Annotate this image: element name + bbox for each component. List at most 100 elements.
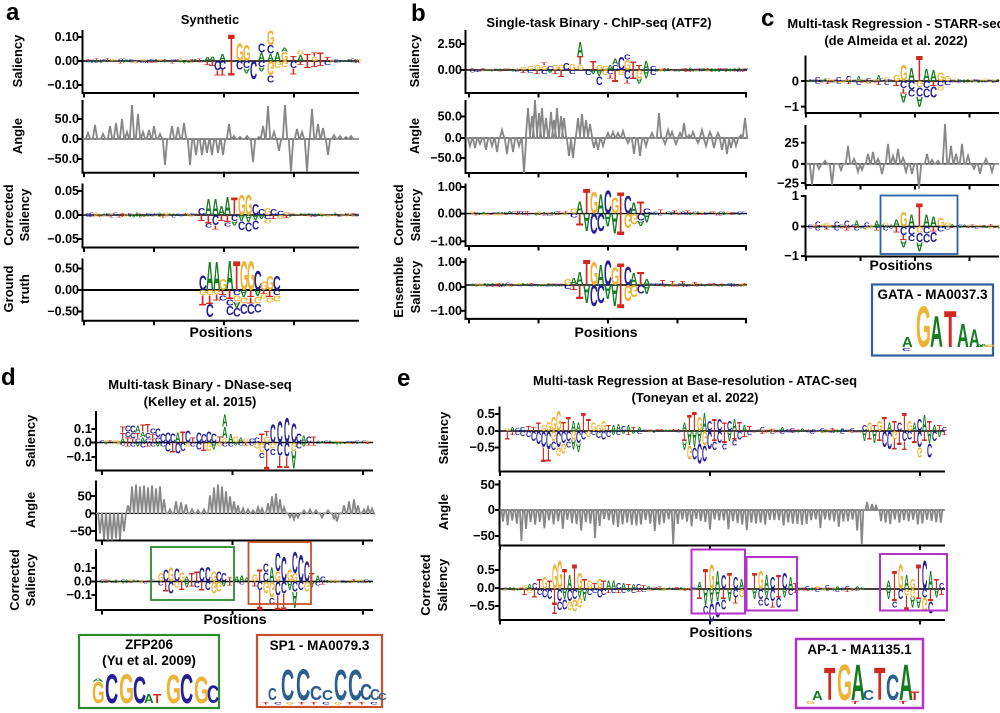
svg-text:T: T <box>233 252 240 300</box>
svg-text:A: A <box>724 284 730 285</box>
svg-text:A: A <box>571 420 576 435</box>
svg-text:C: C <box>536 426 541 447</box>
svg-text:Saliency: Saliency <box>23 414 38 468</box>
svg-text:C: C <box>601 587 606 597</box>
svg-text:T: T <box>677 213 682 216</box>
svg-text:C: C <box>250 54 257 83</box>
svg-text:A: A <box>328 440 333 443</box>
svg-text:T: T <box>616 587 622 593</box>
svg-text:C: C <box>704 213 710 215</box>
svg-text:G: G <box>264 207 272 218</box>
svg-text:A: A <box>175 430 181 446</box>
svg-text:A: A <box>832 589 837 591</box>
svg-text:T: T <box>703 563 708 596</box>
svg-text:Saliency: Saliency <box>408 188 423 242</box>
svg-text:C: C <box>852 80 858 82</box>
svg-text:T: T <box>199 292 206 308</box>
svg-text:−0.10: −0.10 <box>47 78 79 92</box>
svg-text:T: T <box>183 213 188 216</box>
svg-text:C: C <box>830 430 835 433</box>
svg-text:C: C <box>150 59 155 63</box>
svg-text:C: C <box>569 68 576 75</box>
svg-text:C: C <box>120 441 126 446</box>
svg-text:T: T <box>179 578 185 590</box>
svg-text:C: C <box>855 588 860 591</box>
svg-text:G: G <box>954 78 959 82</box>
svg-text:0.50: 0.50 <box>55 262 79 276</box>
svg-text:T: T <box>733 595 739 605</box>
svg-text:T: T <box>864 80 869 82</box>
svg-text:G: G <box>496 212 501 216</box>
svg-text:C: C <box>543 285 549 287</box>
svg-text:T: T <box>695 284 700 287</box>
svg-text:C: C <box>908 233 915 242</box>
svg-text:G: G <box>287 566 293 585</box>
svg-text:A: A <box>244 577 250 583</box>
svg-text:A: A <box>292 587 298 614</box>
svg-text:G: G <box>518 283 523 287</box>
svg-text:C: C <box>364 580 369 583</box>
svg-text:T: T <box>617 186 624 220</box>
svg-text:T: T <box>688 69 693 72</box>
svg-text:C: C <box>165 439 171 453</box>
svg-text:A: A <box>737 213 743 215</box>
svg-text:C: C <box>758 597 763 607</box>
svg-text:C: C <box>566 427 571 442</box>
svg-text:C: C <box>284 412 290 451</box>
svg-text:T: T <box>198 212 205 222</box>
svg-text:C: C <box>254 301 262 313</box>
svg-text:T: T <box>570 283 577 291</box>
svg-text:G: G <box>983 78 988 82</box>
svg-text:T: T <box>592 581 598 591</box>
svg-text:C: C <box>883 80 889 81</box>
svg-text:C: C <box>118 58 123 62</box>
svg-text:G: G <box>560 212 565 214</box>
svg-text:C: C <box>257 578 263 591</box>
svg-text:C: C <box>267 72 274 83</box>
svg-text:T: T <box>826 587 831 589</box>
svg-text:A: A <box>717 69 722 72</box>
svg-text:T: T <box>317 52 324 64</box>
svg-text:C: C <box>576 427 581 447</box>
svg-text:T: T <box>547 580 552 593</box>
svg-text:C: C <box>806 431 812 432</box>
svg-text:G: G <box>659 69 664 72</box>
svg-text:T: T <box>707 284 713 286</box>
svg-text:C: C <box>274 701 282 705</box>
svg-text:C: C <box>653 211 658 214</box>
svg-text:G: G <box>966 225 971 227</box>
svg-text:C: C <box>692 443 697 463</box>
svg-text:0.0: 0.0 <box>74 435 92 450</box>
svg-text:T: T <box>541 62 548 67</box>
svg-text:T: T <box>558 67 565 78</box>
svg-text:Positions: Positions <box>869 257 932 273</box>
svg-text:A: A <box>576 440 581 453</box>
svg-text:G: G <box>724 285 730 286</box>
svg-text:T: T <box>791 429 796 431</box>
svg-text:A: A <box>233 441 239 446</box>
svg-text:T: T <box>912 427 917 446</box>
svg-text:A: A <box>667 587 672 589</box>
svg-text:T: T <box>298 701 306 705</box>
svg-text:T: T <box>830 427 835 432</box>
svg-text:A: A <box>325 581 331 582</box>
svg-text:T: T <box>688 213 694 215</box>
svg-text:A: A <box>355 442 361 443</box>
svg-text:C: C <box>106 213 111 216</box>
svg-text:C: C <box>879 81 885 82</box>
svg-text:A: A <box>899 655 913 712</box>
svg-text:A: A <box>222 411 228 430</box>
svg-text:A: A <box>546 283 551 287</box>
svg-text:A: A <box>299 213 304 217</box>
svg-text:T: T <box>520 69 527 74</box>
svg-text:C: C <box>930 228 937 244</box>
svg-text:A: A <box>186 60 191 64</box>
svg-text:A: A <box>313 213 318 215</box>
svg-text:A: A <box>796 431 801 433</box>
svg-text:C: C <box>884 79 890 85</box>
svg-text:A: A <box>577 585 582 598</box>
svg-text:C: C <box>130 424 136 435</box>
svg-text:T: T <box>494 283 499 285</box>
svg-text:C: C <box>835 587 840 592</box>
svg-text:A: A <box>737 67 742 71</box>
